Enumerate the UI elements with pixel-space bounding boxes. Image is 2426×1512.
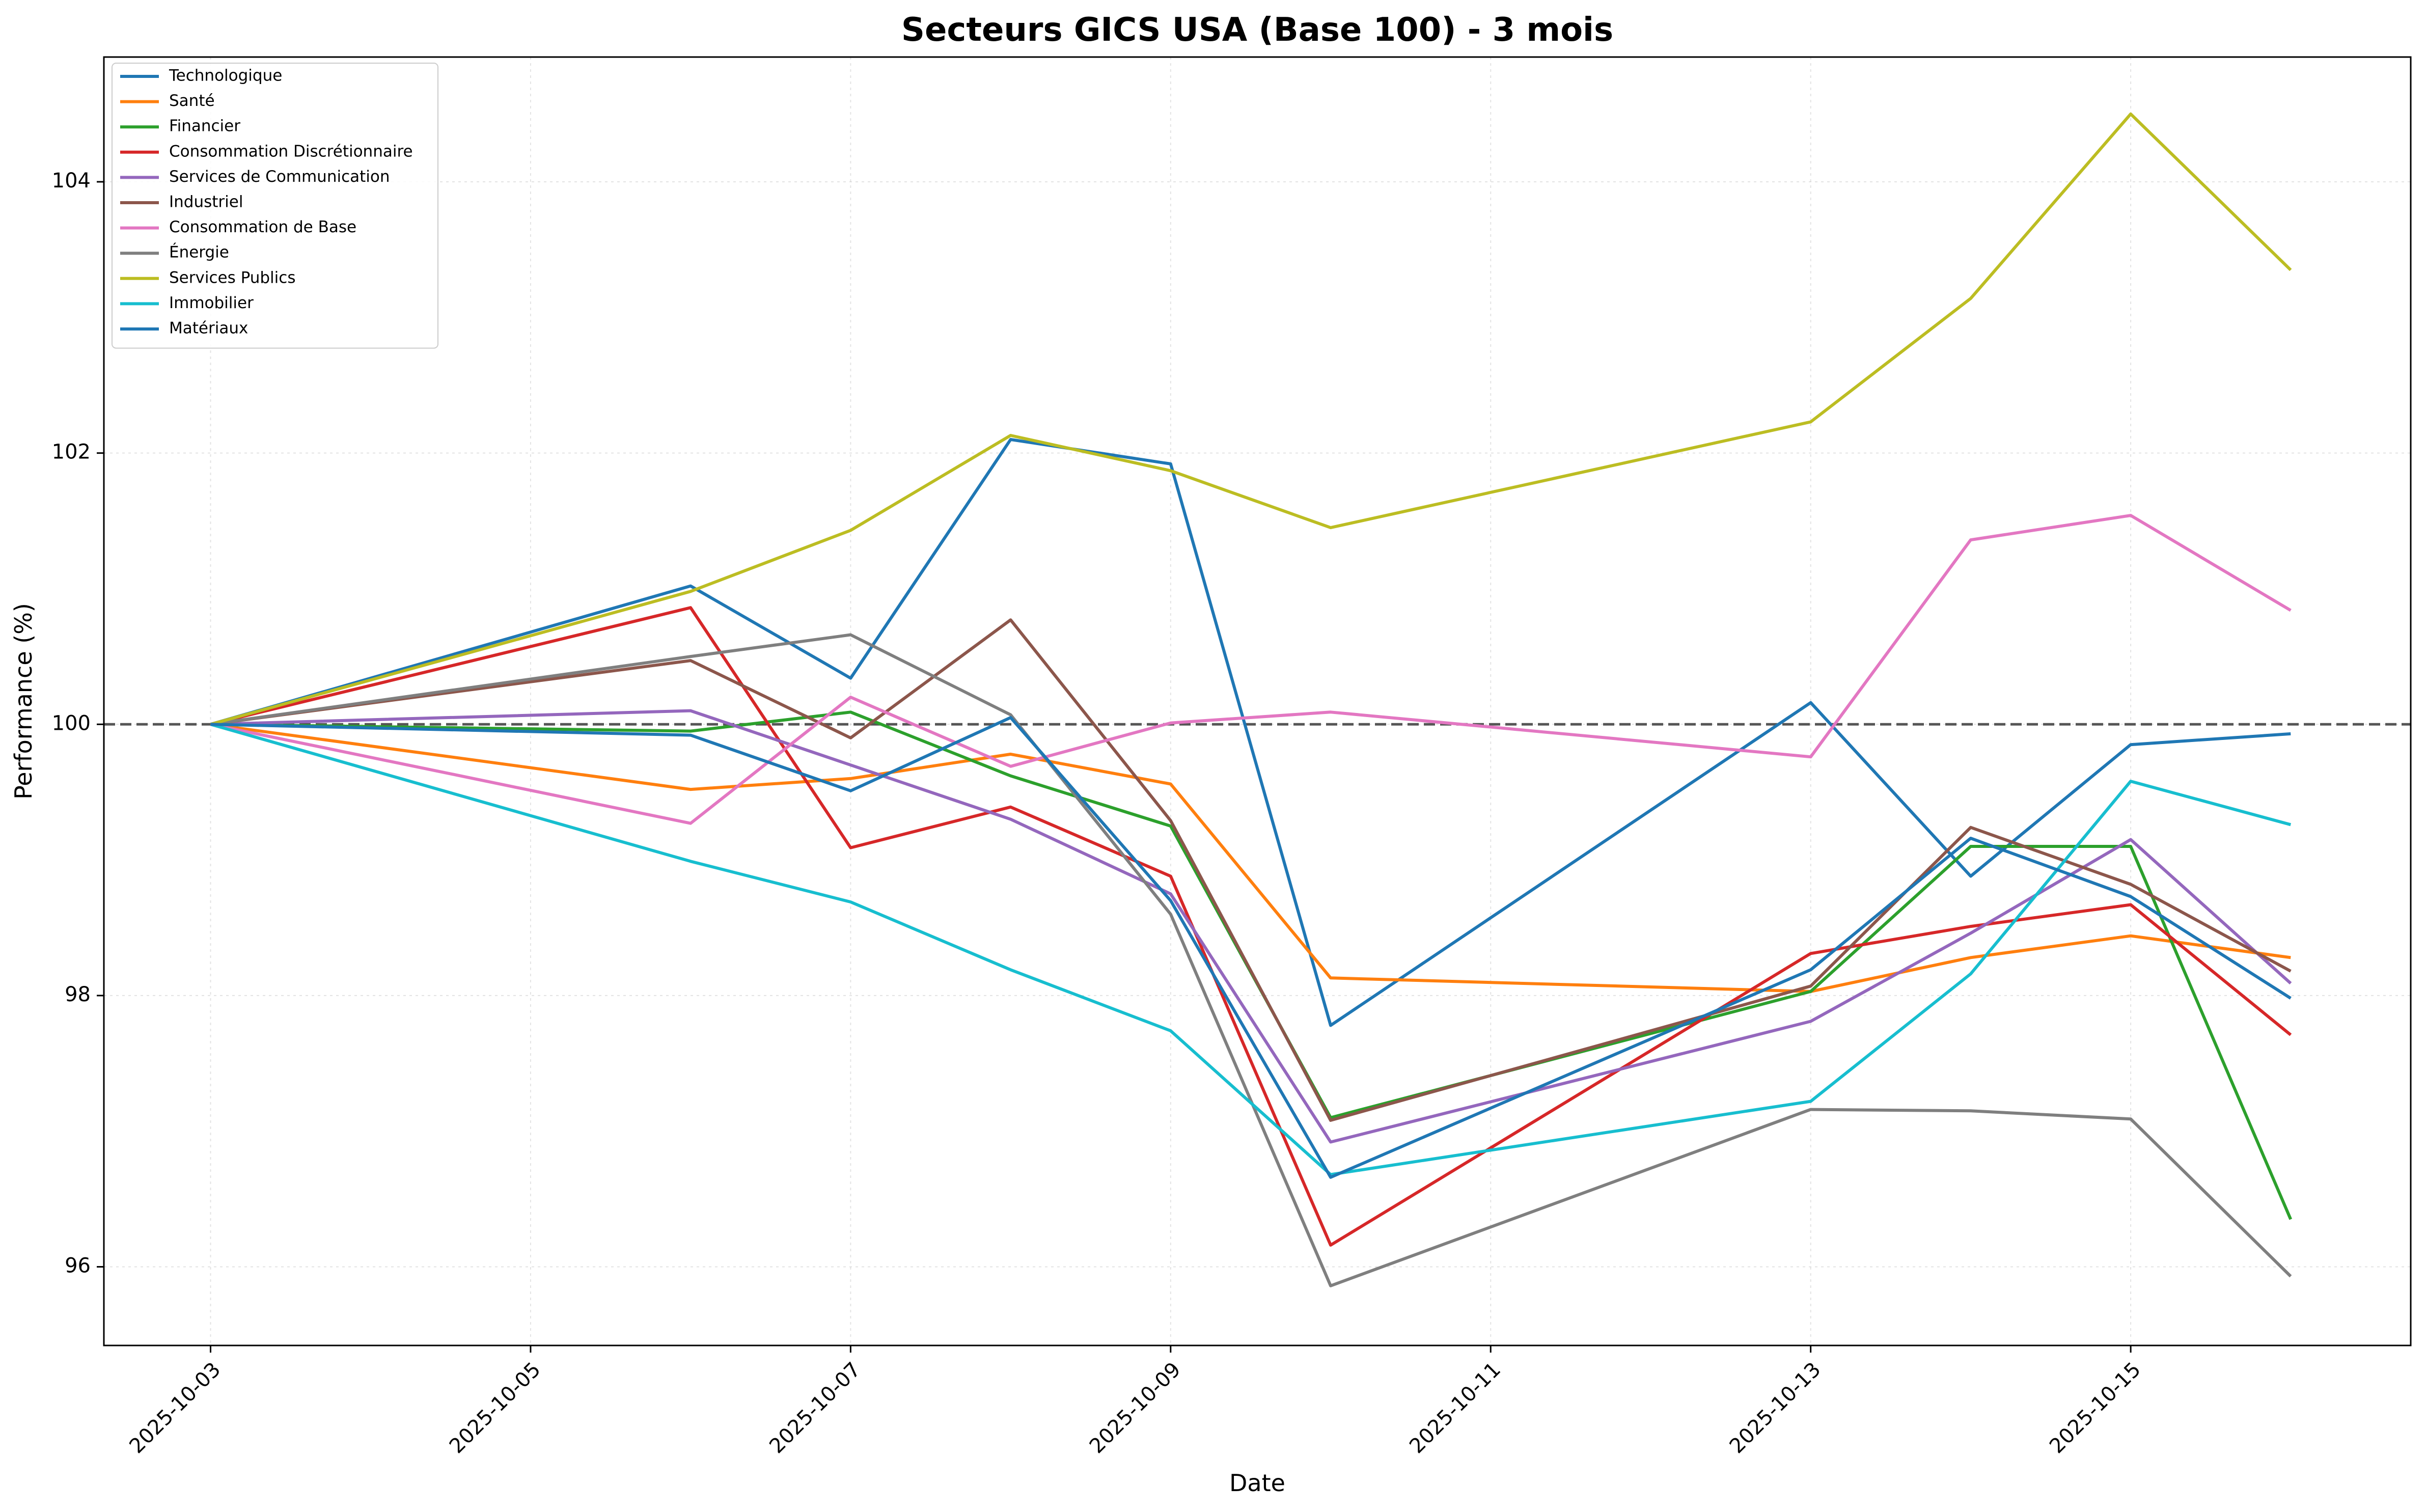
legend-entry-label: Financier bbox=[169, 117, 240, 135]
series-line-10 bbox=[210, 716, 2292, 1179]
plot-frame bbox=[103, 56, 2412, 1346]
legend-entry-label: Matériaux bbox=[169, 319, 248, 338]
x-axis-label: Date bbox=[1229, 1469, 1285, 1497]
y-tick-label: 100 bbox=[52, 711, 91, 735]
legend-entry-label: Industriel bbox=[169, 193, 243, 211]
series-line-7 bbox=[210, 633, 2292, 1287]
series-line-3 bbox=[210, 606, 2292, 1247]
series-line-6 bbox=[210, 514, 2292, 825]
chart-title: Secteurs GICS USA (Base 100) - 3 mois bbox=[901, 11, 1613, 49]
series-line-9 bbox=[210, 723, 2292, 1176]
legend-entry-label: Santé bbox=[169, 92, 215, 110]
legend-entry-label: Services de Communication bbox=[169, 168, 390, 186]
legend-frame bbox=[112, 63, 438, 349]
legend-entry-label: Consommation de Base bbox=[169, 218, 356, 236]
series-line-8 bbox=[210, 112, 2292, 726]
legend-entry-label: Services Publics bbox=[169, 268, 295, 287]
legend: Technologique Santé Financier Consommation … bbox=[112, 63, 438, 349]
series-line-1 bbox=[210, 723, 2291, 993]
series-line-5 bbox=[210, 618, 2292, 1122]
series-line-4 bbox=[210, 709, 2292, 1144]
series-line-0 bbox=[210, 438, 2291, 1027]
legend-entry-label: Consommation Discrétionnaire bbox=[169, 142, 413, 160]
legend-entry-label: Immobilier bbox=[169, 294, 254, 312]
legend-entry-label: Technologique bbox=[169, 67, 282, 85]
y-axis-label: Performance (%) bbox=[10, 603, 37, 800]
legend-entry-label: Énergie bbox=[169, 243, 229, 262]
y-tick-label: 98 bbox=[65, 983, 91, 1006]
y-tick-label: 96 bbox=[65, 1254, 91, 1278]
y-tick-label: 102 bbox=[52, 441, 91, 464]
y-tick-label: 104 bbox=[52, 169, 91, 193]
series-layer bbox=[210, 112, 2293, 1287]
